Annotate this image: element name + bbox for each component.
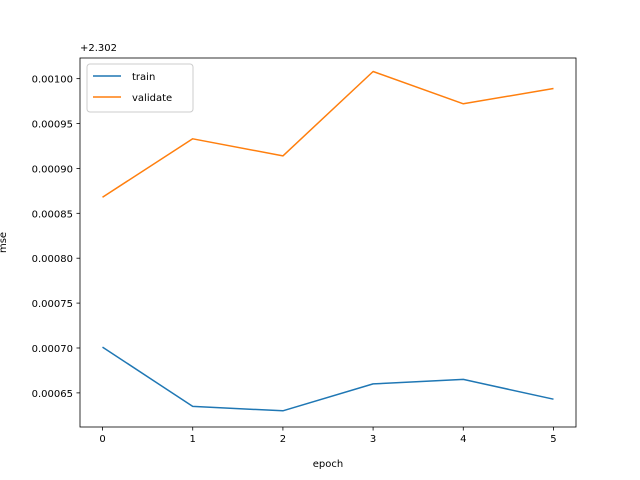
- x-tick-label: 3: [370, 434, 376, 445]
- y-tick-label: 0.00070: [32, 344, 73, 355]
- y-tick-label: 0.00085: [32, 209, 73, 220]
- y-tick-label: 0.00065: [32, 389, 73, 400]
- x-tick-label: 5: [550, 434, 556, 445]
- y-tick-label: 0.00100: [32, 75, 73, 86]
- x-tick-label: 1: [190, 434, 196, 445]
- series-line-validate: [102, 70, 554, 198]
- x-tick-label: 2: [280, 434, 286, 445]
- x-axis-label: epoch: [313, 459, 343, 470]
- series-line-train: [102, 346, 554, 412]
- legend-label-train: train: [132, 72, 155, 83]
- y-tick-label: 0.00090: [32, 164, 73, 175]
- y-tick-label: 0.00095: [32, 120, 73, 131]
- x-tick-label: 0: [99, 434, 105, 445]
- y-offset-label: +2.302: [80, 43, 117, 54]
- y-tick-label: 0.00080: [32, 254, 73, 265]
- x-tick-label: 4: [460, 434, 466, 445]
- plot-area: [79, 57, 577, 428]
- legend-label-validate: validate: [132, 93, 172, 104]
- y-axis-label: mse: [0, 232, 9, 253]
- y-tick-label: 0.00075: [32, 299, 73, 310]
